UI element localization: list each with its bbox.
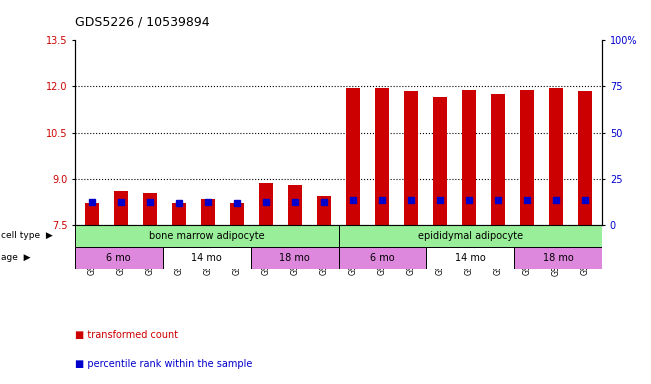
Bar <box>346 88 360 225</box>
Bar <box>251 247 339 269</box>
Text: 6 mo: 6 mo <box>107 253 131 263</box>
Bar <box>288 185 302 225</box>
Text: ■ percentile rank within the sample: ■ percentile rank within the sample <box>75 359 252 369</box>
Bar <box>172 204 186 225</box>
Bar <box>549 88 563 225</box>
Text: GDS5226 / 10539894: GDS5226 / 10539894 <box>75 15 210 28</box>
Text: cell type  ▶: cell type ▶ <box>1 232 53 240</box>
Bar <box>85 204 100 225</box>
Text: 18 mo: 18 mo <box>543 253 574 263</box>
Bar <box>375 88 389 225</box>
Bar <box>201 199 215 225</box>
Text: ■ transformed count: ■ transformed count <box>75 330 178 340</box>
Text: 14 mo: 14 mo <box>191 253 222 263</box>
Bar <box>426 247 514 269</box>
Bar <box>114 191 128 225</box>
Bar <box>230 204 244 225</box>
Bar <box>143 193 158 225</box>
Bar <box>577 91 592 225</box>
Bar <box>491 94 505 225</box>
Bar <box>259 184 273 225</box>
Text: 18 mo: 18 mo <box>279 253 310 263</box>
Bar <box>163 247 251 269</box>
Text: epididymal adipocyte: epididymal adipocyte <box>418 231 523 241</box>
Bar <box>404 91 418 225</box>
Text: 6 mo: 6 mo <box>370 253 395 263</box>
Bar <box>514 247 602 269</box>
Text: bone marrow adipocyte: bone marrow adipocyte <box>149 231 264 241</box>
Text: age  ▶: age ▶ <box>1 253 31 262</box>
Bar <box>75 247 163 269</box>
Bar <box>462 89 476 225</box>
Text: 14 mo: 14 mo <box>455 253 486 263</box>
Bar <box>75 225 339 247</box>
Bar <box>519 89 534 225</box>
Bar <box>317 196 331 225</box>
Bar <box>339 225 602 247</box>
Bar <box>339 247 426 269</box>
Bar <box>433 97 447 225</box>
